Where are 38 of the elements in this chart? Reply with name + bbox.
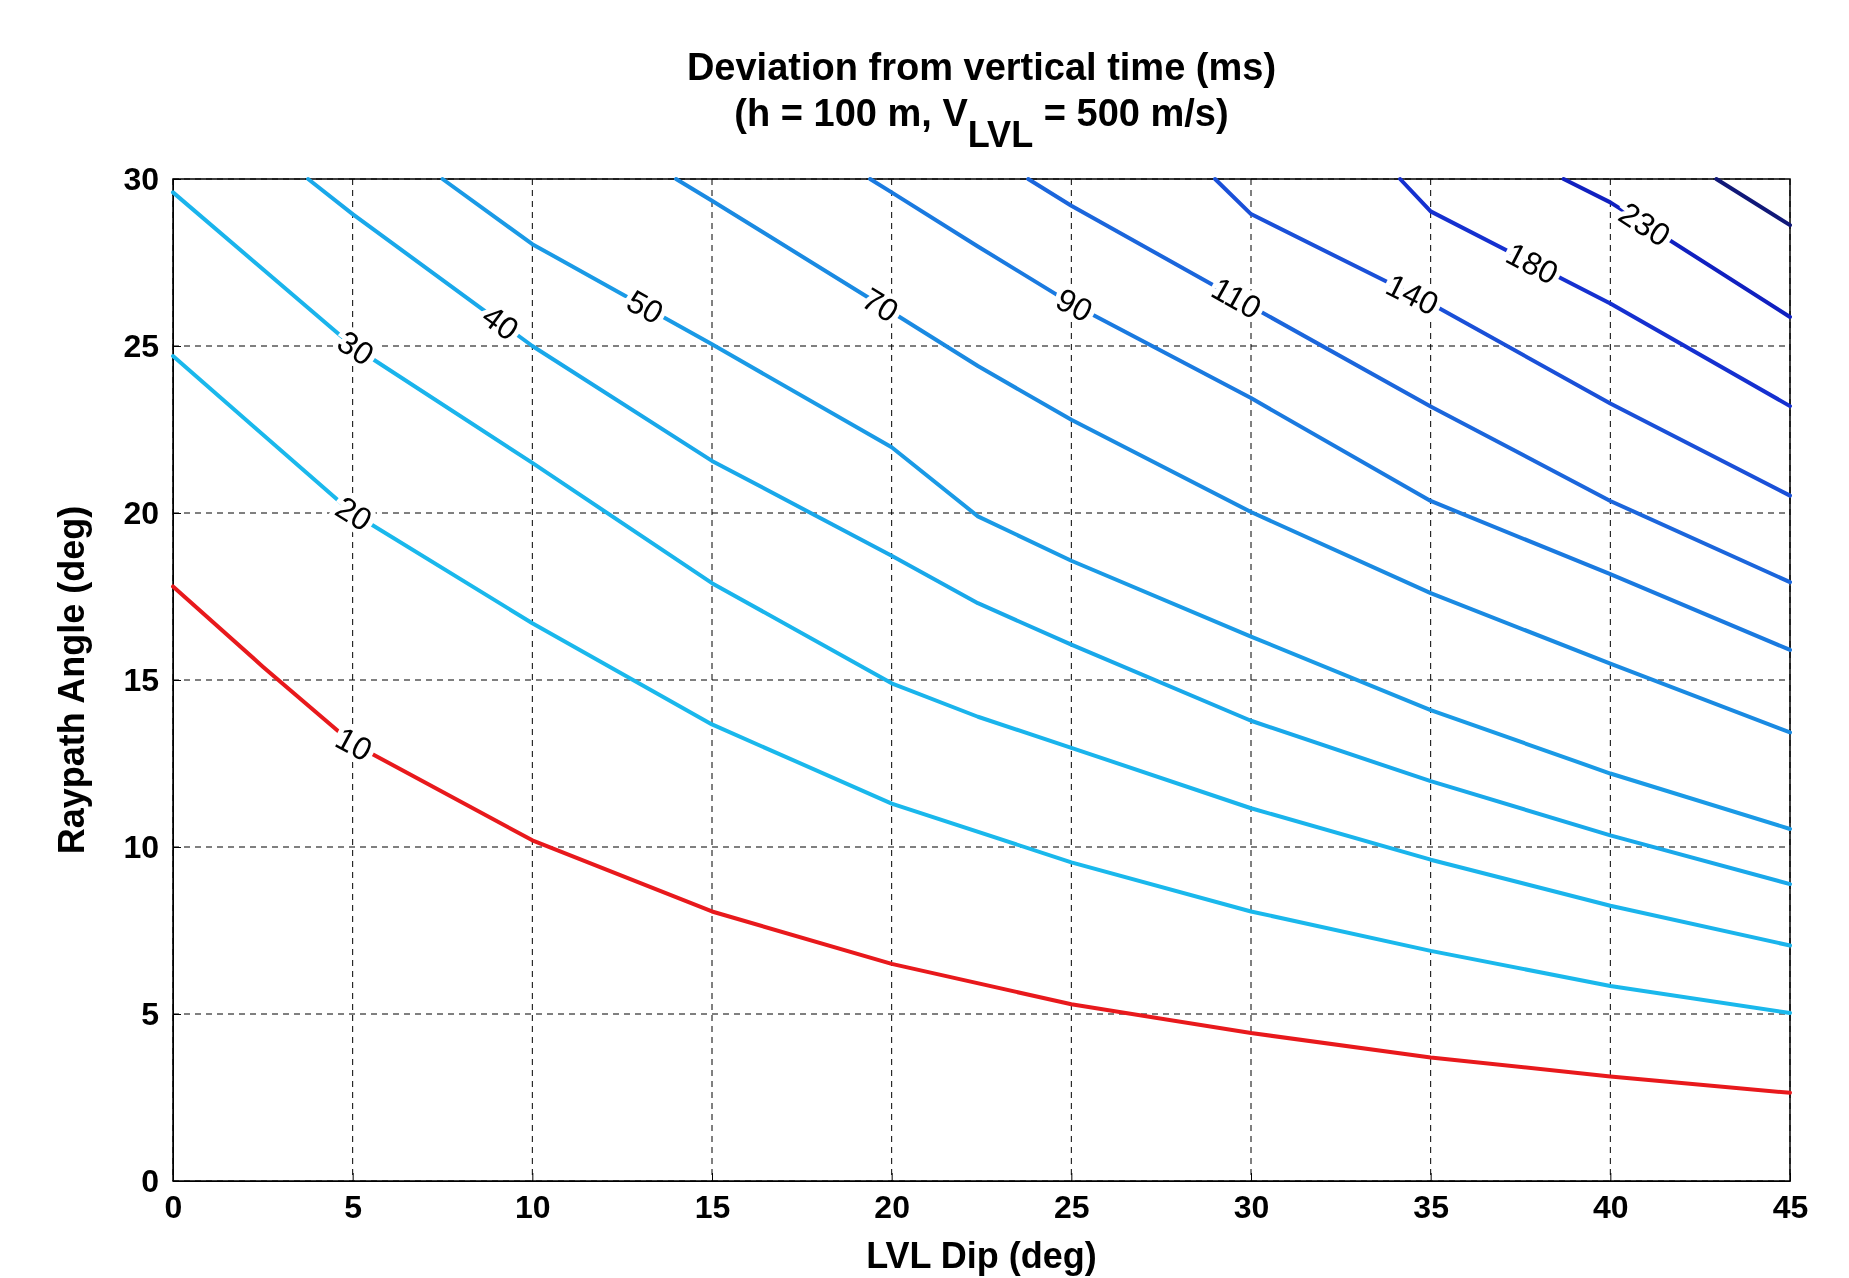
x-tick-label: 10 bbox=[515, 1188, 551, 1225]
x-tick-label: 20 bbox=[874, 1188, 910, 1225]
y-tick-label: 0 bbox=[141, 1162, 159, 1199]
y-tick-label: 20 bbox=[123, 494, 159, 531]
x-tick-label: 0 bbox=[164, 1188, 183, 1225]
y-tick-label: 25 bbox=[123, 327, 159, 364]
text: 90 bbox=[1050, 280, 1099, 330]
line-series bbox=[306, 177, 1792, 887]
text: 180 bbox=[1500, 235, 1565, 292]
line-series bbox=[171, 584, 1792, 1095]
text: 230 bbox=[1612, 194, 1677, 254]
x-tick-label: 15 bbox=[694, 1188, 731, 1225]
line-series bbox=[674, 177, 1792, 735]
x-tick-label: 35 bbox=[1413, 1188, 1449, 1225]
y-axis-title: Raypath Angle (deg) bbox=[51, 505, 92, 855]
line-series bbox=[1026, 177, 1792, 585]
x-tick-label: 25 bbox=[1054, 1188, 1090, 1225]
line-series bbox=[1213, 177, 1792, 498]
text: 140 bbox=[1380, 266, 1445, 323]
x-tick-label: 30 bbox=[1233, 1188, 1270, 1225]
x-tick-label: 5 bbox=[344, 1188, 363, 1225]
text: 20 bbox=[329, 489, 379, 539]
text: 50 bbox=[620, 282, 670, 332]
y-tick-label: 30 bbox=[123, 160, 159, 197]
text: 30 bbox=[330, 323, 381, 373]
text: 70 bbox=[855, 280, 905, 330]
x-tick-label: 45 bbox=[1772, 1188, 1809, 1225]
chart-title: Deviation from vertical time (ms) bbox=[686, 46, 1277, 88]
x-axis-title: LVL Dip (deg) bbox=[866, 1235, 1097, 1276]
text: 110 bbox=[1205, 269, 1268, 327]
y-tick-label: 10 bbox=[123, 828, 159, 865]
text: 10 bbox=[329, 719, 379, 769]
line-series bbox=[440, 177, 1792, 831]
y-tick-label: 5 bbox=[141, 995, 159, 1032]
x-tick-label: 40 bbox=[1593, 1188, 1629, 1225]
text: 40 bbox=[475, 297, 526, 348]
line-series bbox=[171, 190, 1792, 948]
y-tick-label: 15 bbox=[123, 661, 159, 698]
